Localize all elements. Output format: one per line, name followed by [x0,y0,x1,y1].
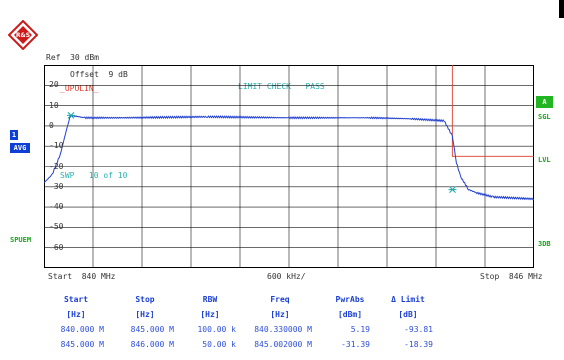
spectrum-plot [44,65,534,268]
cell-freq: 840.330000 M [254,325,312,334]
results-table: Start Stop RBW Freq PwrAbs Δ Limit [Hz] … [0,295,564,360]
col-pwrabs-header: PwrAbs [335,295,365,304]
offset-label: Offset 9 dB [70,70,128,79]
y-tick-label: -60 [49,242,64,252]
stop-frequency-label: Stop 846 MHz [480,272,543,281]
rohde-schwarz-logo-icon: R&S [8,20,38,50]
limit-check-status: LIMIT CHECK PASS [238,82,325,91]
col-stop-unit: [Hz] [135,310,155,319]
start-frequency-label: Start 840 MHz [48,272,116,281]
col-stop-header: Stop [135,295,155,304]
limit-line-name: _UPOLIN_ [60,84,99,93]
col-pwrabs-unit: [dBm] [337,310,363,319]
marker-1 [66,112,75,119]
col-start-unit: [Hz] [66,310,86,319]
sweep-count: SWP 10 of 10 [60,171,128,180]
top-right-edge-bar [559,0,564,18]
trace-a-badge: A [536,96,553,108]
table-row: 840.000 M 845.000 M 100.00 k 840.330000 … [0,325,564,337]
cell-rbw: 50.00 k [202,340,236,349]
trace-number-badge: 1 [10,130,18,140]
limit-line [451,65,534,157]
cell-stop: 845.000 M [130,325,174,334]
trace-1-line [44,114,534,201]
ref-level-label: Ref 30 dBm [46,53,99,62]
span-per-division-label: 600 kHz/ [267,272,306,281]
table-row: 845.000 M 846.000 M 50.00 k 845.002000 M… [0,340,564,352]
col-rbw-header: RBW [202,295,218,304]
cell-start: 845.000 M [60,340,104,349]
spuem-label: SPUEM [10,236,32,244]
cell-freq: 845.002000 M [254,340,312,349]
y-tick-label: -20 [49,161,64,171]
col-delta-limit-header: Δ Limit [391,295,425,304]
y-tick-label: -10 [49,141,64,151]
cell-pwrabs: -31.39 [341,340,370,349]
avg-badge: AVG [10,143,30,153]
col-freq-header: Freq [270,295,290,304]
svg-text:R&S: R&S [16,32,30,39]
y-tick-label: 10 [49,100,59,110]
y-tick-label: -30 [49,181,64,191]
y-tick-label: -40 [49,202,64,212]
lvl-label: LVL [538,156,551,164]
cell-rbw: 100.00 k [197,325,236,334]
marker-2 [448,186,457,193]
cell-start: 840.000 M [60,325,104,334]
y-tick-label: 0 [49,120,54,130]
sgl-label: SGL [538,113,551,121]
col-start-header: Start [63,295,89,304]
3db-label: 3DB [538,240,551,248]
cell-stop: 846.000 M [130,340,174,349]
col-rbw-unit: [Hz] [200,310,220,319]
cell-delta-limit: -18.39 [404,340,433,349]
col-delta-limit-unit: [dB] [398,310,418,319]
col-freq-unit: [Hz] [270,310,290,319]
cell-pwrabs: 5.19 [350,325,370,334]
cell-delta-limit: -93.81 [404,325,433,334]
y-tick-label: -50 [49,222,64,232]
y-tick-label: 20 [49,80,59,90]
